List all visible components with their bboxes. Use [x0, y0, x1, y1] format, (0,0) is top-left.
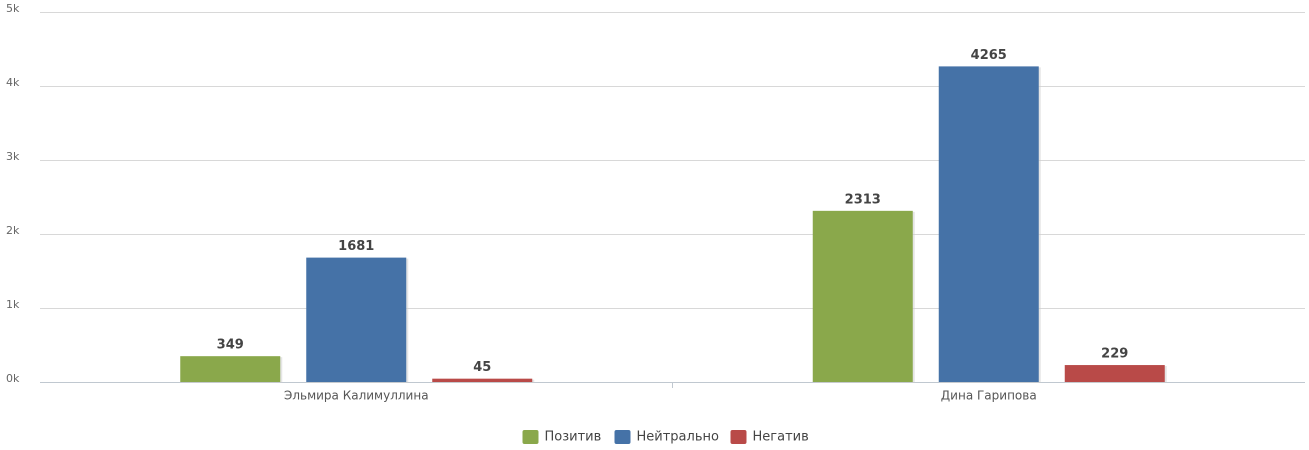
data-label: 4265 [971, 48, 1007, 63]
y-tick-label: 5k [6, 2, 20, 15]
legend-label: Нейтрально [637, 430, 719, 445]
y-tick-label: 0k [6, 372, 20, 385]
x-tick-label: Эльмира Калимуллина [284, 389, 429, 403]
legend-label: Негатив [753, 430, 809, 445]
bar [180, 356, 281, 382]
legend-label: Позитив [545, 430, 602, 445]
bar [1064, 365, 1165, 382]
y-tick-label: 1k [6, 298, 20, 311]
y-tick-label: 3k [6, 150, 20, 163]
y-tick-label: 4k [6, 76, 20, 89]
y-tick-label: 2k [6, 224, 20, 237]
legend-swatch [522, 430, 539, 444]
bar [938, 66, 1039, 382]
data-label: 229 [1101, 347, 1128, 362]
bar [306, 257, 407, 382]
legend-swatch [614, 430, 631, 444]
data-label: 349 [217, 338, 244, 353]
data-label: 1681 [338, 239, 374, 254]
bar [432, 378, 533, 382]
bar [812, 210, 913, 382]
data-label: 2313 [845, 192, 881, 207]
data-label: 45 [473, 360, 491, 375]
x-tick-label: Дина Гарипова [941, 389, 1037, 403]
legend-swatch [730, 430, 747, 444]
